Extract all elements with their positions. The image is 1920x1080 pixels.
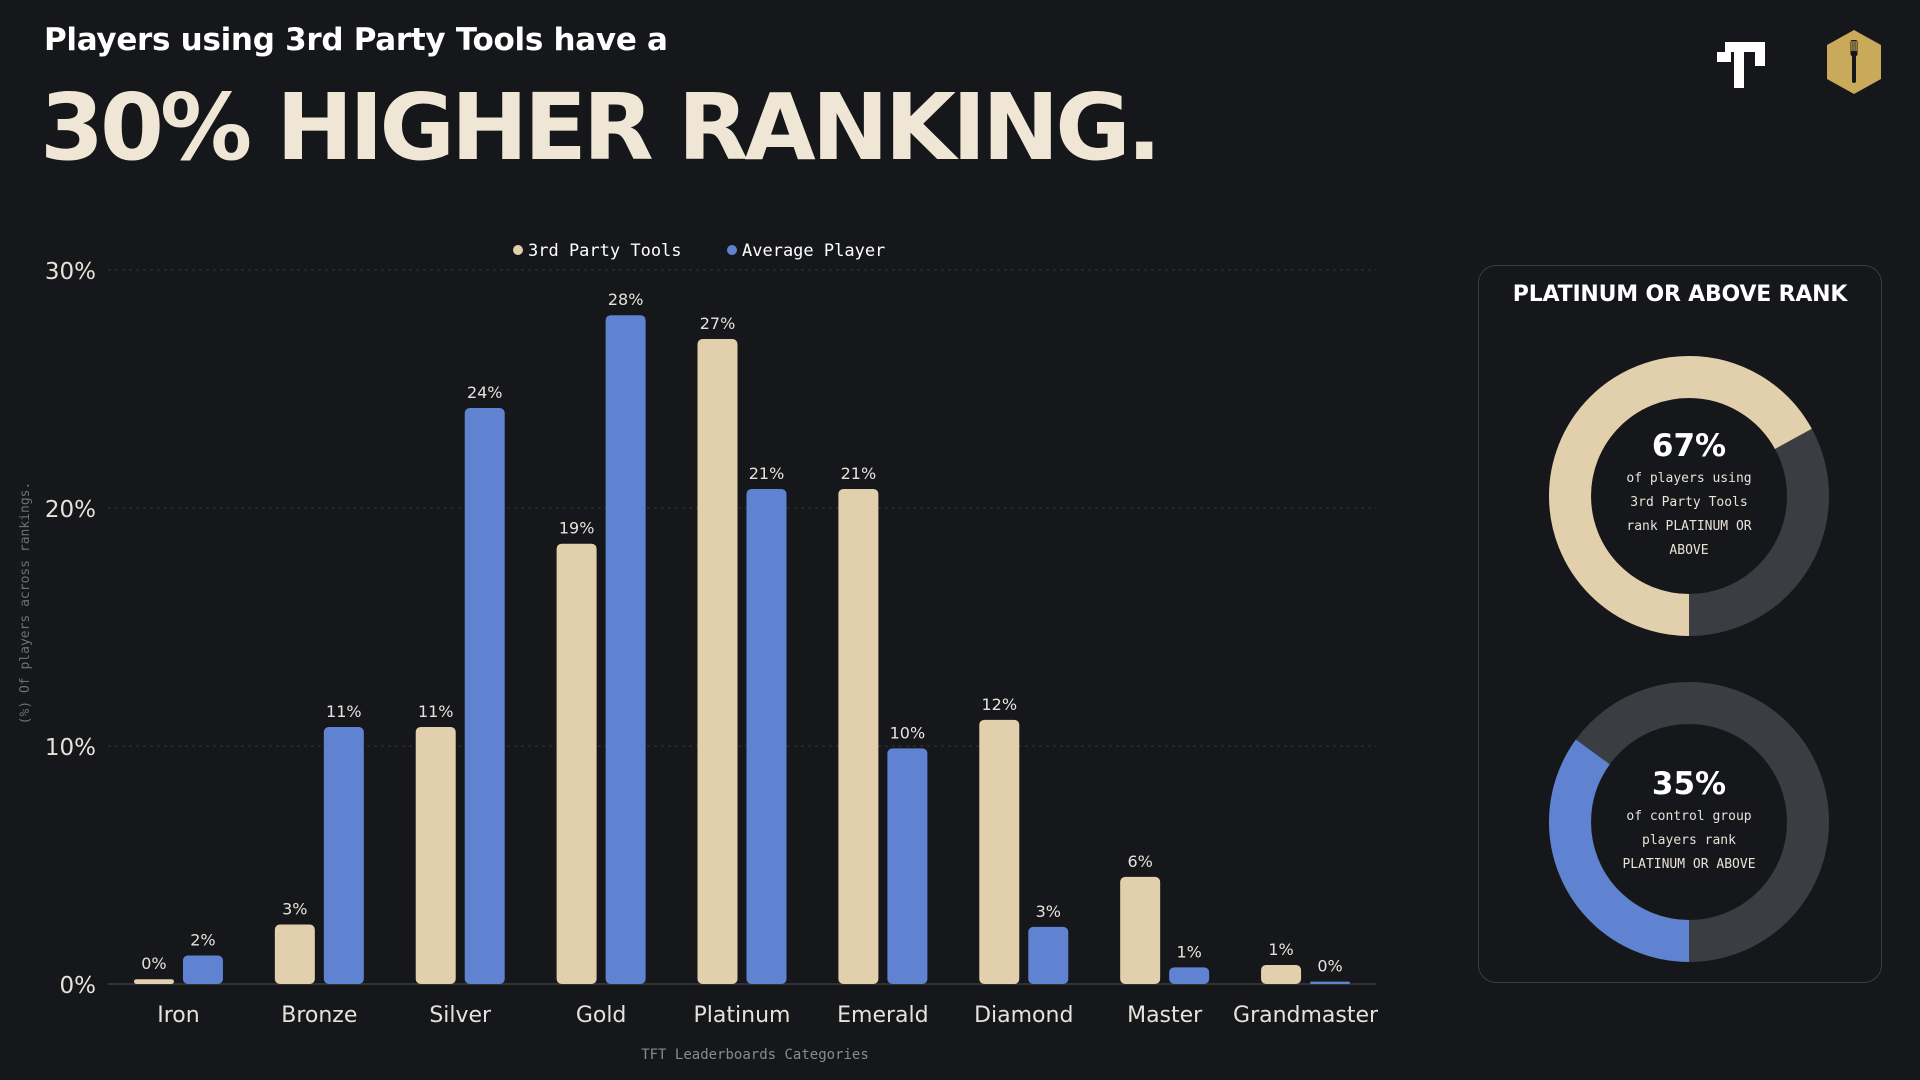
- x-axis-title: TFT Leaderboards Categories: [641, 1047, 869, 1063]
- bar-value-label: 28%: [608, 290, 644, 309]
- headline: 30% HIGHER RANKING.: [40, 74, 1162, 181]
- bar-value-label: 3%: [282, 900, 307, 919]
- bar-tools-silver: [415, 726, 456, 984]
- bar-value-label: 1%: [1176, 942, 1201, 961]
- bar-average-diamond: [1028, 926, 1069, 984]
- platinum-panel: PLATINUM OR ABOVE RANK 67% of players us…: [1478, 265, 1882, 983]
- donut-control-percent: 35%: [1651, 765, 1727, 802]
- bar-tools-master: [1120, 876, 1161, 984]
- y-tick-label: 10%: [45, 735, 96, 761]
- x-tick-label: Diamond: [974, 1003, 1073, 1028]
- gridlines: [108, 269, 1376, 747]
- x-tick-label: Iron: [157, 1003, 199, 1028]
- bars: 0% 2% 3% 11% 11% 24% 19% 28% 27% 21% 21% 10% 12% 3% 6%…: [133, 290, 1351, 985]
- bar-value-label: 19%: [559, 519, 595, 538]
- bar-tools-iron: [133, 979, 174, 984]
- bar-value-label: 11%: [326, 702, 362, 721]
- bar-average-master: [1169, 967, 1210, 984]
- donut-tools: 67% of players using 3rd Party Tools ran…: [1549, 356, 1829, 636]
- x-tick-label: Platinum: [694, 1003, 791, 1028]
- bar-tools-grandmaster: [1261, 964, 1302, 984]
- x-axis-ticks: Iron Bronze Silver Gold Platinum Emerald Diamo…: [157, 1003, 1379, 1028]
- bar-average-bronze: [323, 726, 364, 984]
- stepped-t-logo-icon: [1717, 42, 1765, 88]
- bar-value-label: 21%: [841, 464, 877, 483]
- subtitle: Players using 3rd Party Tools have a: [44, 22, 668, 58]
- legend-swatch-average: [727, 245, 737, 255]
- x-tick-label: Grandmaster: [1233, 1003, 1379, 1028]
- bar-average-gold: [605, 315, 646, 985]
- donut-control-caption: of control group players rank PLATINUM O…: [1622, 809, 1756, 873]
- donut-tools-percent: 67%: [1651, 427, 1727, 464]
- bar-tools-bronze: [274, 924, 315, 984]
- chart-legend[interactable]: 3rd Party Tools Average Player: [513, 241, 885, 261]
- hexagon-spatula-badge-icon: [1827, 30, 1881, 94]
- legend-label-average[interactable]: Average Player: [742, 241, 885, 261]
- x-tick-label: Master: [1127, 1003, 1203, 1028]
- donut-ring-control: [1549, 682, 1829, 962]
- y-tick-label: 20%: [45, 497, 96, 523]
- donut-tools-caption: of players using 3rd Party Tools rank PL…: [1626, 471, 1752, 559]
- x-tick-label: Silver: [429, 1003, 492, 1028]
- bar-tools-gold: [556, 543, 597, 984]
- bar-value-label: 11%: [418, 702, 454, 721]
- bar-tools-emerald: [838, 488, 879, 984]
- bar-value-label: 3%: [1036, 902, 1061, 921]
- bar-value-label: 10%: [890, 723, 926, 742]
- bar-value-label: 2%: [190, 930, 215, 949]
- bar-average-silver: [464, 408, 505, 984]
- donut-value-arc: [1549, 682, 1829, 962]
- x-tick-label: Gold: [576, 1003, 627, 1028]
- bar-value-label: 6%: [1127, 852, 1152, 871]
- bar-chart: 0% 10% 20% 30% 0% 2% 3% 11% 11% 24% 19% 28% 27% 21% 2…: [18, 241, 1379, 1063]
- bar-value-label: 21%: [749, 464, 785, 483]
- legend-swatch-tools: [513, 245, 523, 255]
- bar-tools-platinum: [697, 339, 738, 984]
- bar-value-label: 0%: [141, 954, 166, 973]
- x-tick-label: Bronze: [281, 1003, 357, 1028]
- bar-average-grandmaster: [1310, 981, 1351, 984]
- donut-value-arc: [1549, 356, 1829, 636]
- bar-tools-diamond: [979, 719, 1020, 984]
- y-tick-label: 0%: [60, 973, 97, 999]
- legend-label-tools[interactable]: 3rd Party Tools: [528, 241, 682, 261]
- bar-value-label: 24%: [467, 383, 503, 402]
- bar-value-label: 27%: [700, 314, 736, 333]
- x-tick-label: Emerald: [837, 1003, 928, 1028]
- y-tick-label: 30%: [45, 259, 96, 285]
- bar-average-platinum: [746, 488, 787, 984]
- bar-average-emerald: [887, 748, 928, 984]
- y-axis-ticks: 0% 10% 20% 30%: [45, 259, 96, 999]
- panel-title: PLATINUM OR ABOVE RANK: [1512, 282, 1848, 307]
- donut-ring-tools: [1549, 356, 1829, 636]
- y-axis-title: (%) Of players across rankings.: [18, 482, 33, 725]
- bar-value-label: 1%: [1268, 940, 1293, 959]
- donut-control: 35% of control group players rank PLATIN…: [1549, 682, 1829, 962]
- bar-value-label: 0%: [1317, 957, 1342, 976]
- bar-average-iron: [182, 955, 223, 984]
- bar-value-label: 12%: [981, 695, 1017, 714]
